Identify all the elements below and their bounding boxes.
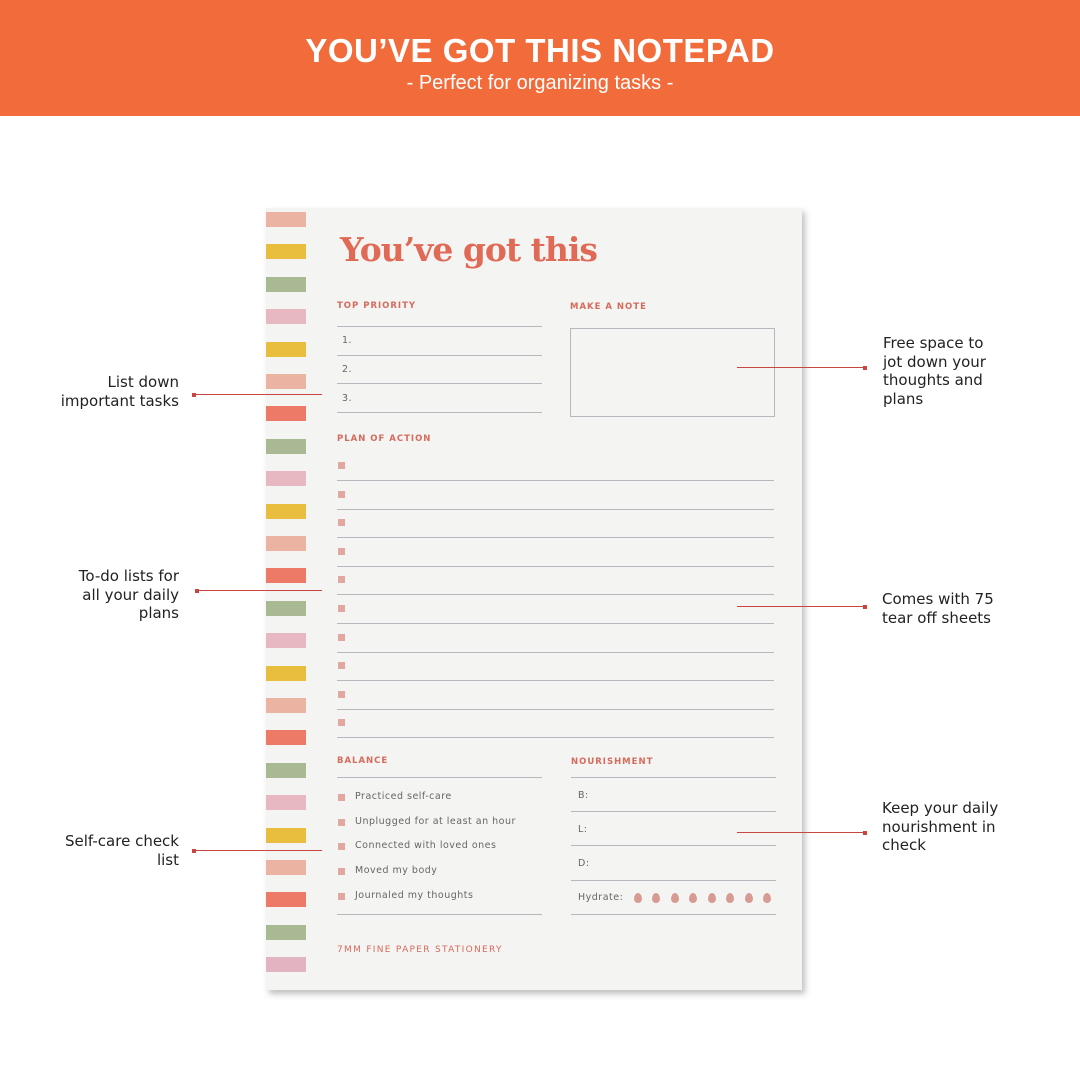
color-stripe [266,244,306,260]
balance-checkbox[interactable] [338,892,345,900]
balance-checkbox[interactable] [338,818,345,826]
balance-checkbox[interactable] [338,868,345,876]
checkbox[interactable] [338,576,345,584]
annotation-nourishment: Keep your daily nourishment in check [882,799,999,854]
meal-lunch: L: [578,824,588,835]
color-stripe [266,276,306,292]
color-stripe [266,633,306,649]
notepad-title: You’ve got this [340,230,598,269]
color-stripe [266,795,306,811]
checkbox[interactable] [338,719,345,727]
water-drop-icon[interactable] [633,892,642,903]
hydrate-row: Hydrate: [578,892,782,903]
color-stripe [266,762,306,778]
balance-item: Unplugged for at least an hour [355,815,516,827]
water-drop-icon[interactable] [726,892,735,903]
water-drop-icon[interactable] [670,892,679,903]
water-drop-icon[interactable] [652,892,661,903]
banner: YOU’VE GOT THIS NOTEPAD - Perfect for or… [0,0,1080,116]
banner-title: YOU’VE GOT THIS NOTEPAD [305,32,775,69]
color-stripe [266,309,306,325]
color-stripe [266,600,306,616]
priority-item: 3. [342,393,353,404]
color-stripe [266,438,306,454]
plan-line [337,623,774,624]
color-stripe [266,406,306,422]
plan-line [337,651,774,653]
make-a-note-heading: MAKE A NOTE [570,302,647,312]
balance-item: Practiced self-care [355,791,452,802]
color-stripe [266,374,306,389]
color-stripe [266,471,306,487]
plan-line [337,480,774,481]
water-drop-icon[interactable] [763,892,772,903]
water-drop-icon[interactable] [707,892,716,903]
plan-line [337,708,774,710]
top-priority-heading: TOP PRIORITY [337,301,417,311]
color-stripe [266,341,306,357]
plan-line [337,565,774,567]
color-stripe [266,212,306,227]
color-stripe [266,568,306,584]
checkbox[interactable] [338,519,345,527]
footer-text: 7MM FINE PAPER STATIONERY [337,945,503,955]
banner-subtitle: - Perfect for organizing tasks - [406,72,674,94]
balance-item: Journaled my thoughts [355,889,474,901]
note-box [570,328,775,417]
checkbox[interactable] [338,547,345,555]
water-drop-icon[interactable] [744,892,753,903]
annotation-sheets: Comes with 75 tear off sheets [882,590,994,627]
water-drop-icon[interactable] [689,892,698,903]
priority-item: 2. [342,364,353,375]
meal-breakfast: B: [578,790,589,801]
color-stripe [266,860,306,875]
balance-item: Moved my body [355,865,438,877]
plan-line [337,594,774,596]
checkbox[interactable] [338,633,345,641]
nourishment-heading: NOURISHMENT [571,757,654,767]
balance-heading: BALANCE [337,756,389,766]
color-stripe [266,536,306,551]
priority-item: 1. [342,335,353,346]
color-stripe [266,730,306,746]
checkbox[interactable] [338,690,345,698]
color-stripe [266,924,306,940]
annotation-list-down: List down important tasks [60,373,179,410]
plan-line [337,680,774,682]
plan-line [337,537,774,539]
plan-of-action-heading: PLAN OF ACTION [337,434,432,444]
checkbox[interactable] [338,662,345,670]
hydrate-label: Hydrate: [578,892,624,903]
balance-checkbox[interactable] [338,843,345,851]
checkbox[interactable] [338,605,345,612]
color-stripe [266,503,306,519]
plan-line [337,737,774,739]
color-stripe [266,827,306,843]
balance-checkbox[interactable] [338,794,345,801]
checkbox[interactable] [338,490,345,498]
checkbox[interactable] [338,462,345,469]
color-stripe [266,957,306,973]
annotation-selfcare: Self-care check list [65,832,179,869]
color-stripe [266,698,306,713]
annotation-free-space: Free space to jot down your thoughts and… [883,334,986,408]
color-stripe [266,892,306,908]
notepad: You’ve got this TOP PRIORITY 1. 2. 3. MA… [266,208,802,990]
color-stripe [266,665,306,681]
meal-dinner: D: [578,858,590,869]
annotation-todo: To-do lists for all your daily plans [78,567,179,622]
balance-item: Connected with loved ones [355,840,497,852]
plan-line [337,508,774,510]
